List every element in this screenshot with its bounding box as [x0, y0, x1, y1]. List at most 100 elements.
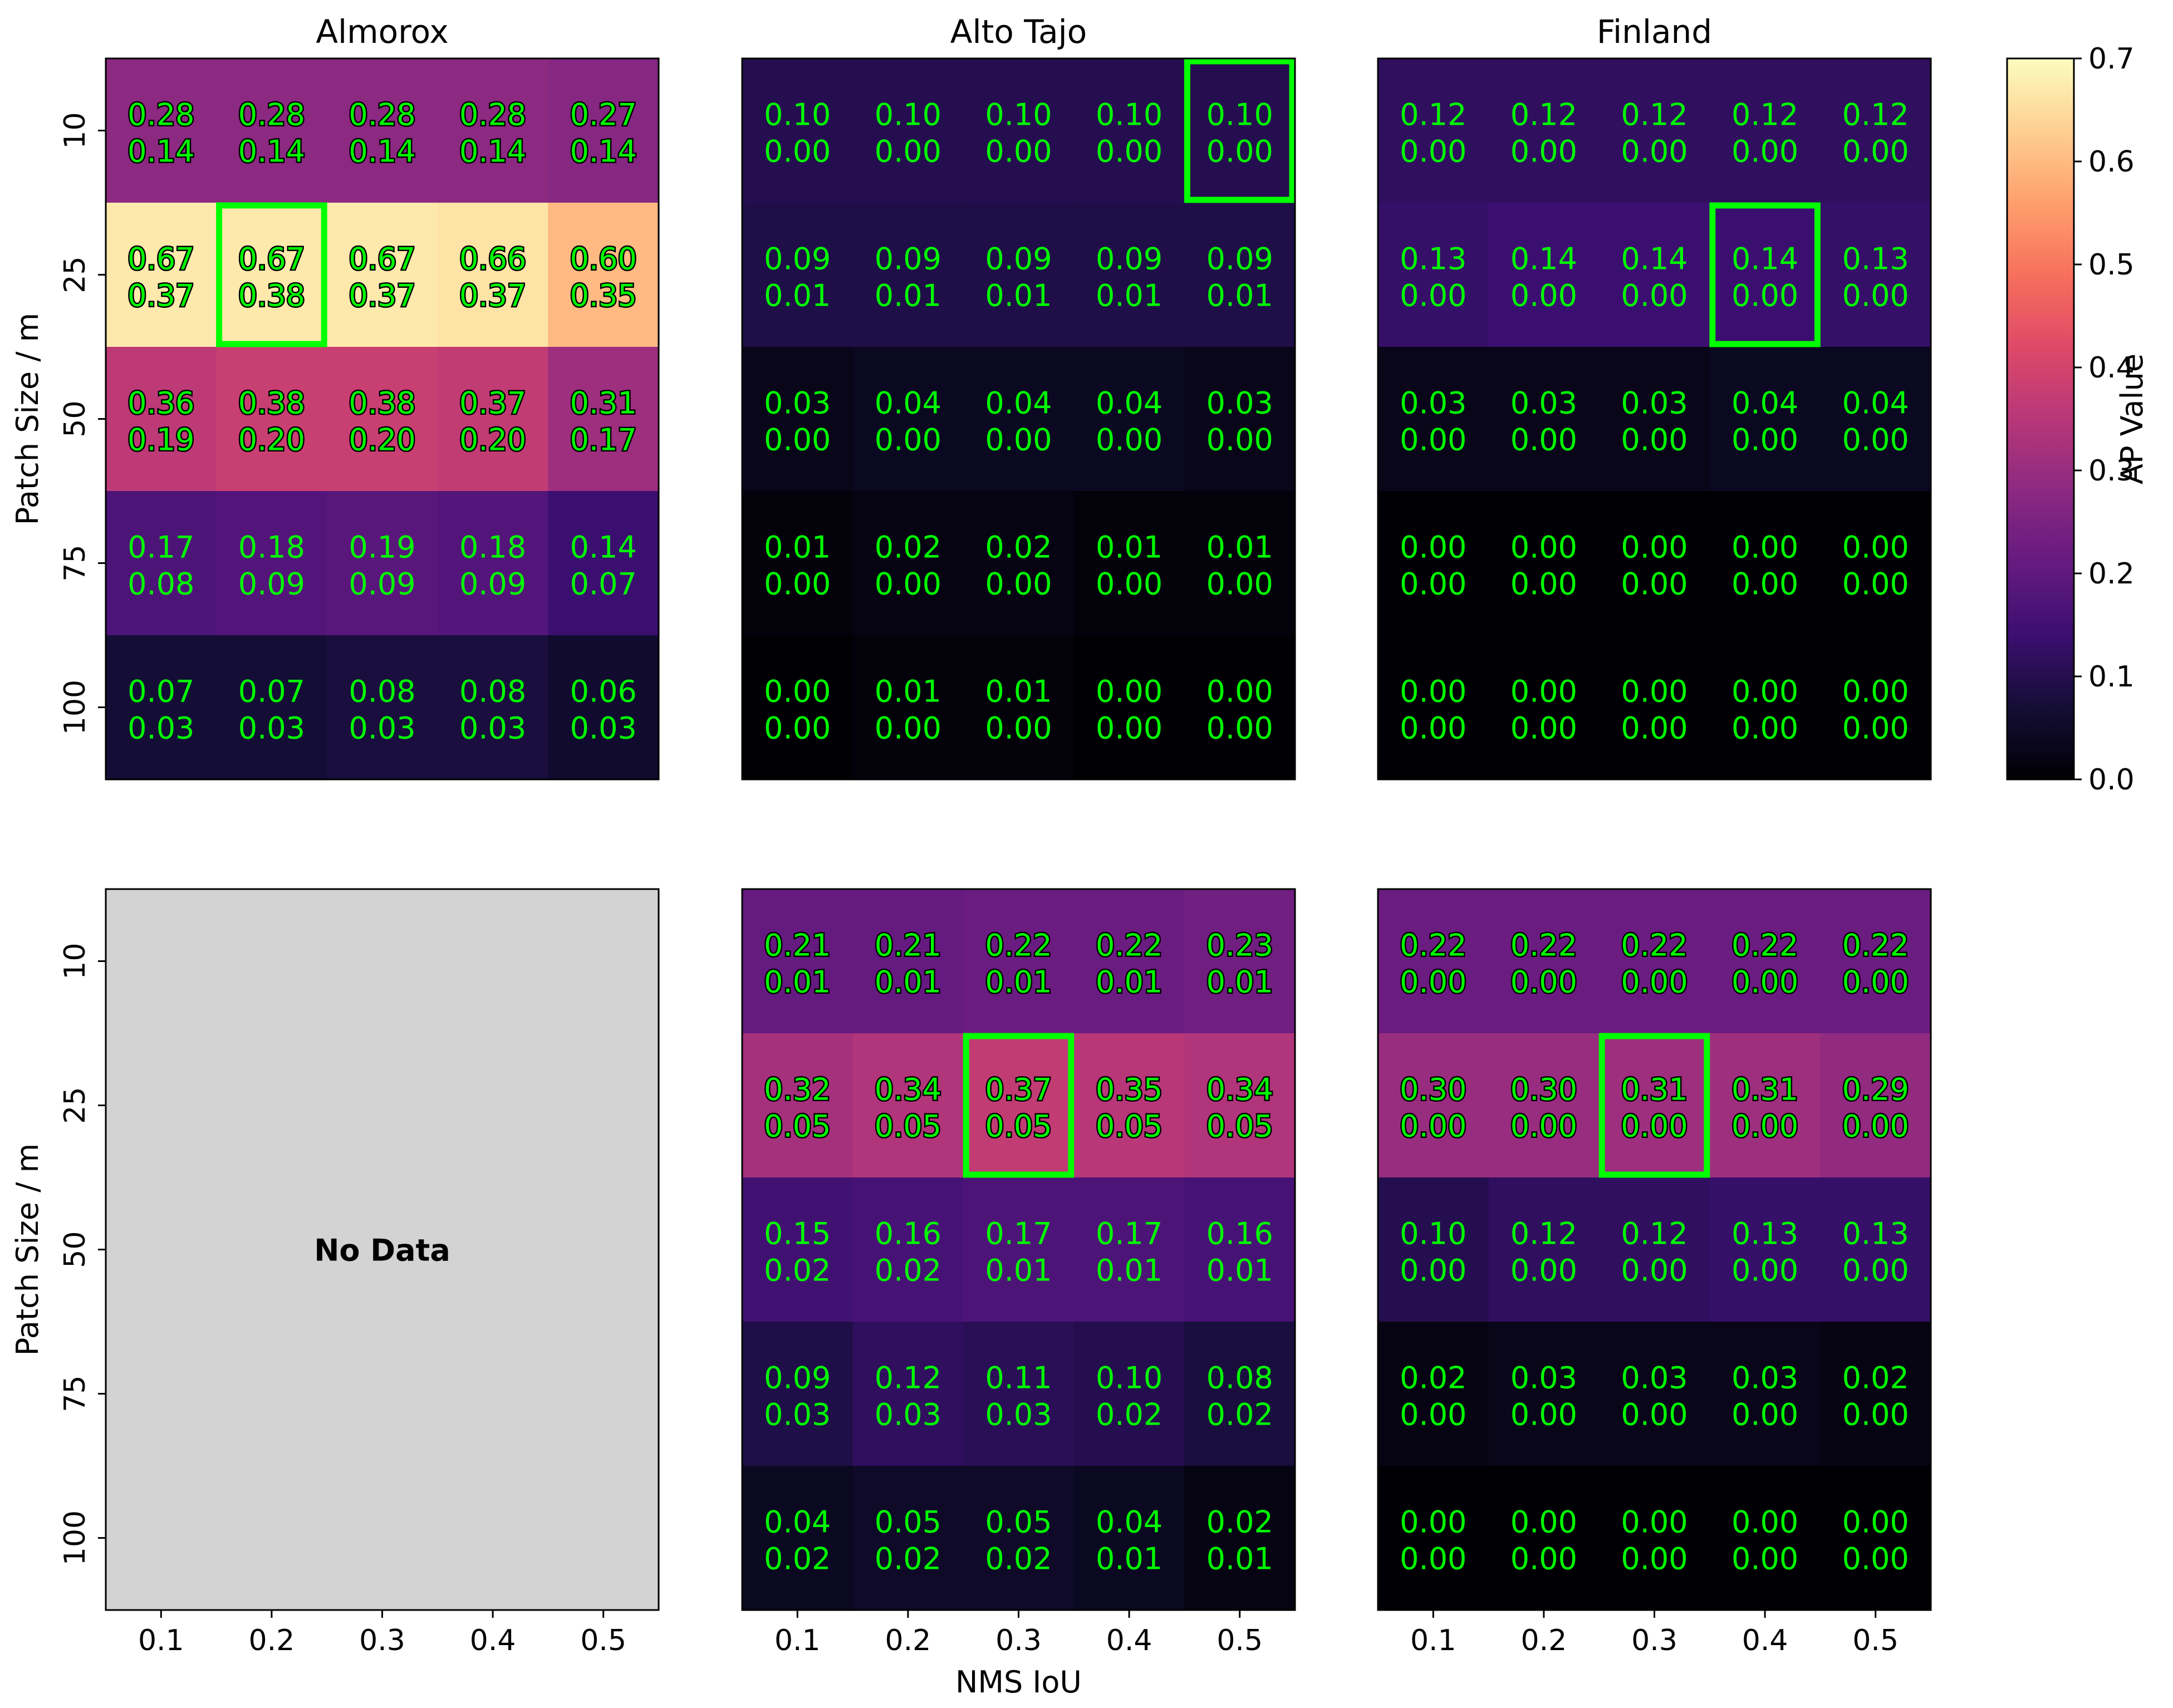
cell-label: 0.00 0.00 [1842, 674, 1909, 746]
heatmap-cell [1488, 889, 1600, 1034]
cell-label: 0.30 0.00 [1400, 1072, 1466, 1144]
cell-label: 0.17 0.08 [127, 530, 194, 602]
cell-secondary-value: 0.00 [1621, 965, 1688, 1000]
heatmap-cell [1709, 889, 1821, 1034]
heatmap-cell [1820, 203, 1931, 347]
cell-ap-value: 0.02 [875, 530, 941, 565]
cell-label: 0.00 0.00 [1842, 1505, 1909, 1577]
cell-ap-value: 0.36 [127, 386, 194, 421]
cell-ap-value: 0.00 [1842, 674, 1909, 709]
no-data-area [106, 889, 659, 1610]
cell-secondary-value: 0.00 [1731, 1542, 1798, 1577]
cell-secondary-value: 0.17 [570, 423, 637, 458]
cell-ap-value: 0.03 [1621, 1361, 1688, 1396]
cell-ap-value: 0.09 [1206, 242, 1273, 277]
cell-label: 0.03 0.00 [1621, 386, 1688, 458]
colorbar-tick-label: 0.2 [2088, 557, 2135, 591]
cell-ap-value: 0.19 [349, 530, 415, 565]
heatmap-cell [216, 347, 327, 492]
heatmap-cell [963, 1033, 1075, 1178]
cell-secondary-value: 0.37 [127, 278, 194, 313]
heatmap-cell [548, 203, 659, 347]
cell-label: 0.00 0.00 [1621, 674, 1688, 746]
cell-ap-value: 0.10 [985, 97, 1052, 132]
cell-label: 0.30 0.00 [1510, 1072, 1577, 1144]
cell-secondary-value: 0.00 [1400, 1542, 1466, 1577]
x-tick-label: 0.4 [1106, 1624, 1152, 1657]
cell-label: 0.00 0.00 [1621, 1505, 1688, 1577]
cell-ap-value: 0.31 [1621, 1072, 1688, 1107]
cell-ap-value: 0.12 [1621, 97, 1688, 132]
cell-secondary-value: 0.02 [1096, 1397, 1162, 1432]
colorbar-gradient [2006, 57, 2075, 781]
cell-secondary-value: 0.00 [1510, 1109, 1577, 1144]
cell-label: 0.04 0.00 [1731, 386, 1798, 458]
cell-secondary-value: 0.00 [1400, 1109, 1466, 1144]
x-tick-label: 0.4 [470, 1624, 516, 1657]
cell-ap-value: 0.00 [1621, 674, 1688, 709]
heatmap-cell [1073, 1177, 1185, 1322]
cell-ap-value: 0.00 [1621, 530, 1688, 565]
cell-label: 0.07 0.03 [238, 674, 305, 746]
cell-ap-value: 0.00 [1621, 1505, 1688, 1540]
cell-label: 0.13 0.00 [1731, 1216, 1798, 1288]
heatmap-cell [327, 635, 438, 780]
cell-ap-value: 0.00 [764, 674, 831, 709]
cell-label: 0.34 0.05 [875, 1072, 941, 1144]
cell-label: 0.03 0.00 [1510, 1361, 1577, 1432]
cell-ap-value: 0.22 [1621, 928, 1688, 963]
cell-label: 0.10 0.00 [985, 97, 1052, 169]
cell-secondary-value: 0.00 [1621, 423, 1688, 458]
heatmap-cell [1488, 635, 1600, 780]
heatmap-cell [106, 203, 217, 347]
cell-label: 0.00 0.00 [764, 674, 831, 746]
heatmap-cell [1184, 347, 1296, 492]
heatmap-cell [1378, 1466, 1489, 1611]
cell-label: 0.10 0.00 [1206, 97, 1273, 169]
cell-ap-value: 0.35 [1096, 1072, 1162, 1107]
cell-label: 0.22 0.01 [985, 928, 1052, 1000]
cell-ap-value: 0.00 [1510, 1505, 1577, 1540]
cell-label: 0.22 0.00 [1842, 928, 1909, 1000]
cell-label: 0.04 0.00 [875, 386, 941, 458]
cell-label: 0.00 0.00 [1510, 1505, 1577, 1577]
panel-title: Almorox [316, 13, 448, 51]
cell-secondary-value: 0.14 [349, 134, 415, 169]
heatmap-cell [852, 491, 964, 636]
heatmap-cell [1488, 1033, 1600, 1178]
heatmap-cell [1488, 1322, 1600, 1466]
cell-secondary-value: 0.00 [1842, 567, 1909, 602]
panel-frame [1377, 57, 1932, 781]
cell-label: 0.01 0.00 [1096, 530, 1162, 602]
cell-ap-value: 0.31 [570, 386, 637, 421]
cell-secondary-value: 0.00 [764, 567, 831, 602]
cell-ap-value: 0.12 [1510, 1216, 1577, 1251]
y-tick-label: 100 [58, 1510, 92, 1565]
x-tick-label: 0.5 [1852, 1624, 1899, 1657]
cell-label: 0.14 0.00 [1510, 242, 1577, 313]
heatmap-cell [548, 347, 659, 492]
cell-ap-value: 0.67 [238, 242, 305, 277]
cell-ap-value: 0.13 [1731, 1216, 1798, 1251]
cell-label: 0.00 0.00 [1731, 530, 1798, 602]
cell-secondary-value: 0.00 [764, 423, 831, 458]
cell-secondary-value: 0.01 [1206, 278, 1273, 313]
cell-label: 0.01 0.00 [875, 674, 941, 746]
cell-ap-value: 0.16 [875, 1216, 941, 1251]
cell-secondary-value: 0.00 [1731, 965, 1798, 1000]
cell-label: 0.21 0.01 [875, 928, 941, 1000]
cell-ap-value: 0.13 [1842, 242, 1909, 277]
heatmap-cell [1820, 889, 1931, 1034]
cell-secondary-value: 0.05 [985, 1109, 1052, 1144]
heatmap-cell [742, 491, 853, 636]
cell-ap-value: 0.00 [1400, 674, 1466, 709]
cell-label: 0.23 0.01 [1206, 928, 1273, 1000]
heatmap-cell [1488, 1466, 1600, 1611]
heatmap-cell [1820, 635, 1931, 780]
x-tick-label: 0.1 [1410, 1624, 1456, 1657]
cell-label: 0.22 0.00 [1400, 928, 1466, 1000]
heatmap-cell [1709, 203, 1821, 347]
cell-label: 0.31 0.00 [1621, 1072, 1688, 1144]
heatmap-cell [1599, 347, 1710, 492]
cell-ap-value: 0.34 [875, 1072, 941, 1107]
